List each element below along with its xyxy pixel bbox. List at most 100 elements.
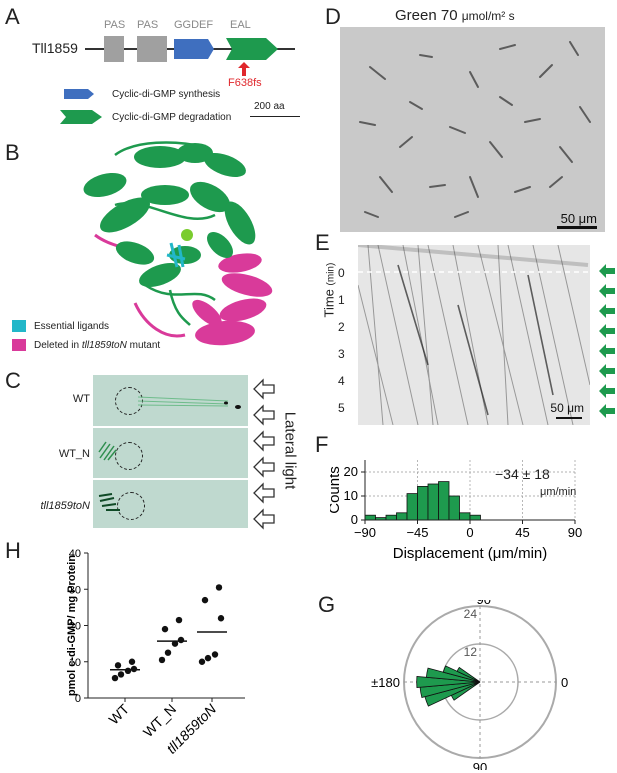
panel-label-h: H bbox=[5, 538, 21, 563]
histogram-bar bbox=[469, 514, 481, 521]
eal-domain bbox=[226, 38, 278, 60]
scalebar-label-d: 50 μm bbox=[560, 211, 597, 226]
data-point bbox=[161, 625, 169, 633]
radius-label-24: 24 bbox=[464, 607, 478, 621]
time-tick-3: 3 bbox=[338, 347, 345, 361]
kymograph-traces bbox=[358, 245, 590, 425]
time-tick-2: 2 bbox=[338, 320, 345, 334]
domain-label-pas-1: PAS bbox=[104, 19, 126, 31]
legend-deleted-suffix: mutant bbox=[126, 340, 161, 351]
histogram-annotation: −34 ± 18 bbox=[495, 466, 550, 482]
radius-label-12: 12 bbox=[464, 645, 478, 659]
legend-deleted: Deleted in tll1859toN mutant bbox=[34, 340, 160, 351]
pas-domain-1 bbox=[104, 36, 124, 62]
panel-label-f: F bbox=[315, 432, 329, 457]
data-point bbox=[211, 651, 219, 658]
kymograph-ylabel-text: Time bbox=[321, 289, 337, 318]
data-point bbox=[177, 636, 185, 644]
data-point bbox=[114, 662, 122, 669]
metal-ion-icon bbox=[181, 229, 193, 241]
data-point bbox=[215, 584, 223, 591]
histogram-bar bbox=[438, 481, 450, 521]
kymograph-image: 50 μm bbox=[358, 245, 590, 425]
panel-d-title-text: Green 70 bbox=[395, 7, 462, 24]
angle-label-left: ±180 bbox=[371, 675, 400, 690]
panel-label-b: B bbox=[5, 140, 20, 165]
panel-label-d: D bbox=[325, 4, 341, 29]
x-tick-label: WT bbox=[105, 700, 132, 727]
row-label-wt: WT bbox=[72, 393, 90, 405]
y-tick-label: 20 bbox=[344, 464, 358, 479]
scalebar-d bbox=[557, 226, 597, 229]
protein-name: Tll1859 bbox=[32, 40, 78, 56]
x-tick-label: 90 bbox=[568, 525, 582, 540]
legend-deleted-strain: tll1859toN bbox=[81, 340, 127, 351]
legend-deleted-prefix: Deleted in bbox=[34, 340, 82, 351]
histogram-bar bbox=[396, 512, 408, 521]
data-point bbox=[175, 616, 183, 624]
kymograph-ylabel-unit: (min) bbox=[325, 262, 337, 286]
data-point bbox=[171, 640, 179, 647]
kymograph-ylabel: Time (min) bbox=[322, 263, 337, 318]
histogram-bar bbox=[448, 495, 460, 521]
data-point bbox=[198, 658, 206, 665]
row-label-wt-n: WT_N bbox=[58, 448, 90, 460]
histogram-bar bbox=[427, 483, 439, 521]
y-tick-label: 0 bbox=[351, 512, 358, 527]
x-axis-label: Displacement (μm/min) bbox=[393, 545, 548, 562]
angle-label-bottom: 90 bbox=[473, 760, 487, 770]
green-light-arrows bbox=[599, 264, 615, 418]
scalebar-e bbox=[556, 417, 582, 419]
scalebar-aa bbox=[250, 116, 300, 117]
enzymatic-domains bbox=[174, 38, 278, 60]
degradation-legend-icon bbox=[60, 110, 102, 124]
plate-wt bbox=[93, 375, 248, 426]
y-tick-label: 10 bbox=[69, 657, 81, 669]
colony-cluster bbox=[98, 441, 117, 461]
time-tick-0: 0 bbox=[338, 266, 345, 280]
displacement-histogram: −90 −45 0 45 90 0 10 20 Displacement (μm/min) Cou… bbox=[330, 460, 582, 562]
light-arrows bbox=[253, 378, 275, 530]
panel-label-a: A bbox=[5, 4, 20, 29]
ggdef-domain bbox=[174, 39, 214, 59]
time-tick-4: 4 bbox=[338, 374, 345, 388]
colony-streaks bbox=[137, 396, 241, 409]
cell-filaments bbox=[359, 41, 591, 218]
pas-domain-2 bbox=[137, 36, 167, 62]
panel-d-title: Green 70 μmol/m² s bbox=[395, 7, 515, 24]
scalebar-label-aa: 200 aa bbox=[254, 101, 285, 112]
lateral-light-label: Lateral light bbox=[281, 411, 299, 490]
y-tick-label: 20 bbox=[69, 621, 81, 633]
domain-label-eal: EAL bbox=[230, 19, 251, 31]
panel-label-c: C bbox=[5, 368, 21, 393]
direction-rose-plot: −90 90 ±180 0 24 12 bbox=[371, 600, 568, 770]
y-tick-label: 40 bbox=[69, 548, 81, 560]
y-tick-label: 0 bbox=[75, 693, 81, 705]
histogram-bar bbox=[459, 512, 471, 521]
data-point bbox=[117, 671, 125, 678]
panel-label-g: G bbox=[318, 592, 336, 617]
y-axis-label: pmol c-di-GMP/ mg Protein bbox=[66, 555, 78, 696]
rose-wedge bbox=[416, 676, 481, 688]
data-point bbox=[158, 656, 166, 664]
angle-label-right: 0 bbox=[561, 675, 568, 690]
data-point bbox=[128, 658, 136, 665]
x-tick-label: −45 bbox=[406, 525, 428, 540]
y-tick-label: 30 bbox=[69, 584, 81, 596]
histogram-annotation-unit: μm/min bbox=[540, 486, 577, 498]
mutation-arrow-icon bbox=[238, 62, 250, 76]
rose-wedge bbox=[456, 666, 481, 683]
micrograph-image: 50 μm bbox=[340, 27, 605, 232]
histogram-bar bbox=[406, 493, 418, 521]
row-label-mutant: tll1859toN bbox=[40, 500, 90, 512]
x-tick-label: −90 bbox=[354, 525, 376, 540]
angle-label-top: −90 bbox=[469, 600, 491, 607]
inoculation-circle bbox=[117, 492, 145, 520]
data-point bbox=[164, 649, 172, 656]
legend-synthesis: Cyclic-di-GMP synthesis bbox=[112, 89, 221, 100]
x-tick-label: 45 bbox=[515, 525, 529, 540]
data-point bbox=[204, 654, 212, 662]
y-axis-label: Counts bbox=[330, 466, 343, 514]
panel-label-e: E bbox=[315, 230, 330, 255]
plate-mutant bbox=[93, 480, 248, 528]
